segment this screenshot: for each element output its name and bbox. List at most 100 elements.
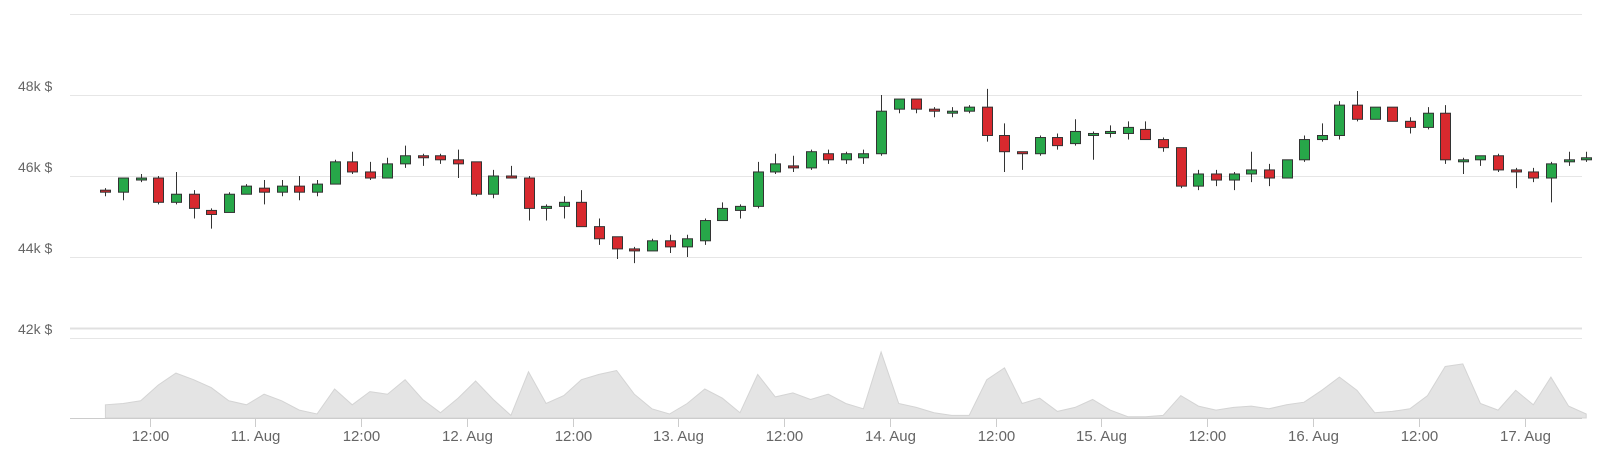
candle[interactable]: [1564, 151, 1575, 166]
candle[interactable]: [788, 155, 799, 172]
candle[interactable]: [1193, 169, 1204, 191]
candle[interactable]: [1140, 121, 1151, 141]
candle[interactable]: [947, 107, 958, 118]
candle[interactable]: [153, 176, 164, 205]
candle[interactable]: [576, 190, 587, 228]
candle-body-up: [1070, 130, 1081, 145]
candle[interactable]: [1511, 167, 1522, 189]
candle[interactable]: [1158, 137, 1169, 152]
candle[interactable]: [982, 88, 993, 142]
candle[interactable]: [1088, 131, 1099, 160]
candle-body-up: [1193, 173, 1204, 187]
candle-body-up: [1317, 135, 1328, 141]
candle[interactable]: [1123, 121, 1134, 140]
candle[interactable]: [1017, 151, 1028, 170]
candle[interactable]: [682, 234, 693, 257]
candle[interactable]: [594, 218, 605, 245]
candle[interactable]: [294, 176, 305, 201]
candle[interactable]: [647, 238, 658, 252]
candle[interactable]: [1423, 107, 1434, 130]
candle[interactable]: [1176, 147, 1187, 189]
candle[interactable]: [559, 196, 570, 219]
candle[interactable]: [999, 123, 1010, 172]
candle[interactable]: [700, 218, 711, 245]
candle-body-down: [1140, 128, 1151, 141]
candle[interactable]: [435, 153, 446, 164]
candle[interactable]: [753, 161, 764, 209]
candle[interactable]: [770, 153, 781, 174]
candle[interactable]: [1052, 133, 1063, 150]
candle[interactable]: [1581, 151, 1592, 162]
candle[interactable]: [1458, 157, 1469, 174]
candle[interactable]: [1387, 106, 1398, 122]
candle[interactable]: [1070, 119, 1081, 146]
candle[interactable]: [1475, 155, 1486, 166]
candle[interactable]: [1264, 163, 1275, 187]
candle-body-down: [1528, 171, 1539, 179]
candle[interactable]: [612, 236, 623, 260]
candle[interactable]: [524, 176, 535, 221]
candle-body-up: [1035, 137, 1046, 155]
candle[interactable]: [224, 192, 235, 213]
candle[interactable]: [1370, 106, 1381, 120]
candle[interactable]: [1282, 159, 1293, 179]
candle-body-up: [1088, 132, 1099, 136]
candle[interactable]: [541, 204, 552, 221]
candle[interactable]: [717, 202, 728, 222]
candle[interactable]: [1440, 105, 1451, 164]
x-tick-label: 17. Aug: [1500, 428, 1551, 445]
candle[interactable]: [823, 149, 834, 164]
candle[interactable]: [1211, 169, 1222, 187]
candle[interactable]: [1246, 151, 1257, 183]
candle[interactable]: [100, 188, 111, 197]
candle[interactable]: [1352, 90, 1363, 122]
candle[interactable]: [365, 161, 376, 181]
candle[interactable]: [1334, 101, 1345, 140]
candle[interactable]: [1317, 123, 1328, 142]
candle[interactable]: [858, 149, 869, 164]
candle[interactable]: [806, 149, 817, 170]
candle-body-down: [1264, 169, 1275, 179]
candle[interactable]: [1105, 125, 1116, 138]
candle[interactable]: [277, 180, 288, 197]
candle[interactable]: [841, 151, 852, 164]
x-tick-label: 12:00: [343, 428, 381, 445]
candle[interactable]: [894, 98, 905, 114]
candle-body-up: [964, 106, 975, 112]
candle[interactable]: [1493, 153, 1504, 172]
candle[interactable]: [118, 177, 129, 201]
candle[interactable]: [259, 180, 270, 205]
candle[interactable]: [1299, 135, 1310, 162]
candle[interactable]: [312, 180, 323, 197]
candle[interactable]: [1035, 135, 1046, 156]
candle[interactable]: [1528, 167, 1539, 183]
candle[interactable]: [665, 234, 676, 253]
candle[interactable]: [911, 98, 922, 114]
candle[interactable]: [347, 151, 358, 174]
candle[interactable]: [136, 173, 147, 183]
candle[interactable]: [330, 159, 341, 185]
candle[interactable]: [735, 204, 746, 219]
candle[interactable]: [171, 171, 182, 205]
candle[interactable]: [1405, 117, 1416, 134]
candle[interactable]: [400, 145, 411, 168]
candle[interactable]: [206, 208, 217, 229]
candle-body-down: [347, 161, 358, 173]
candle[interactable]: [506, 165, 517, 179]
candle[interactable]: [453, 149, 464, 179]
candle-body-down: [1176, 147, 1187, 187]
candle[interactable]: [488, 169, 499, 199]
candle[interactable]: [189, 190, 200, 219]
candle[interactable]: [1546, 161, 1557, 203]
candle[interactable]: [241, 184, 252, 195]
candle[interactable]: [1229, 171, 1240, 191]
candle-body-down: [576, 201, 587, 228]
candle[interactable]: [964, 105, 975, 114]
candle[interactable]: [471, 161, 482, 197]
candle[interactable]: [418, 153, 429, 166]
candle[interactable]: [929, 107, 940, 118]
candle-body-down: [259, 187, 270, 193]
candle[interactable]: [876, 95, 887, 156]
candle[interactable]: [629, 246, 640, 264]
candle[interactable]: [382, 157, 393, 179]
